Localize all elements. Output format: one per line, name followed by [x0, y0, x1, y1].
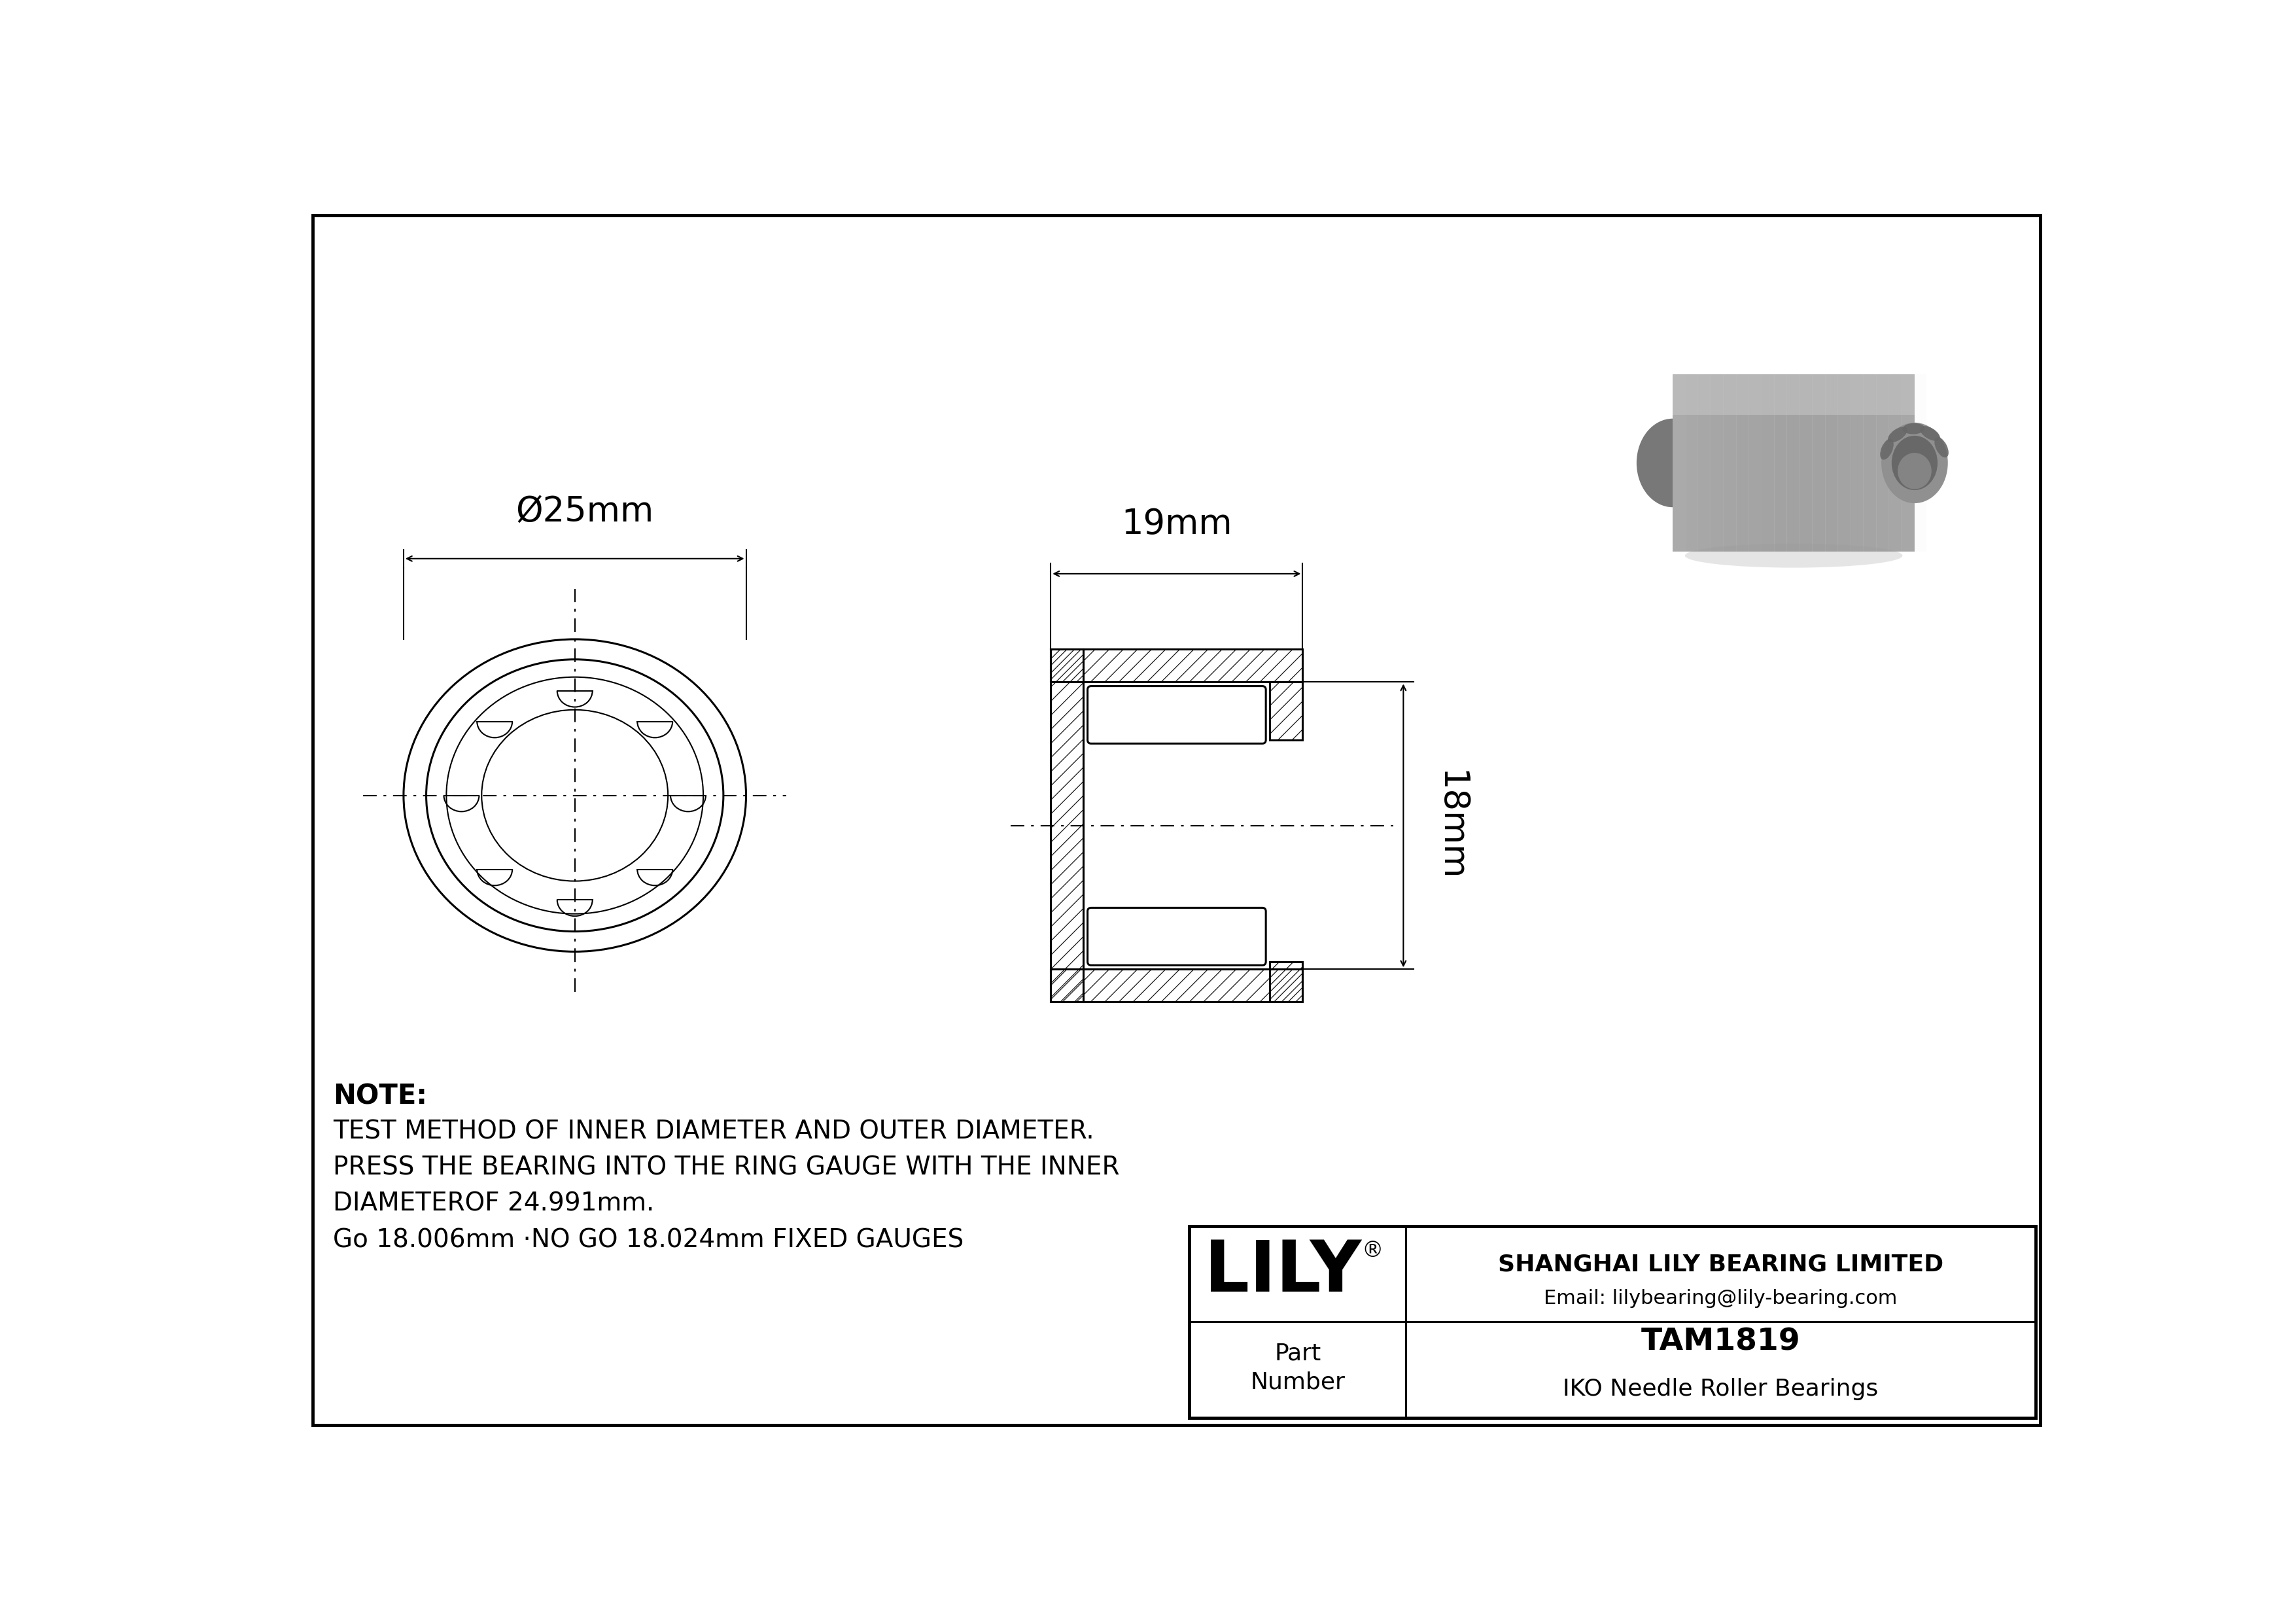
Ellipse shape — [1880, 422, 1947, 503]
Bar — [1839, 374, 1851, 552]
Ellipse shape — [1880, 438, 1894, 460]
Text: Ø25mm: Ø25mm — [517, 494, 654, 528]
Ellipse shape — [1637, 419, 1708, 507]
Ellipse shape — [1887, 427, 1908, 442]
Bar — [1685, 374, 1697, 552]
Bar — [1270, 961, 1302, 1002]
Text: Part
Number: Part Number — [1251, 1341, 1345, 1393]
Bar — [1674, 374, 1915, 552]
Bar — [1901, 374, 1915, 552]
Text: 19mm: 19mm — [1120, 507, 1233, 541]
Bar — [1750, 374, 1761, 552]
Bar — [1915, 374, 1926, 552]
Text: PRESS THE BEARING INTO THE RING GAUGE WITH THE INNER: PRESS THE BEARING INTO THE RING GAUGE WI… — [333, 1155, 1120, 1181]
Text: IKO Needle Roller Bearings: IKO Needle Roller Bearings — [1564, 1377, 1878, 1400]
Ellipse shape — [1919, 425, 1940, 440]
Bar — [1825, 374, 1837, 552]
Text: TEST METHOD OF INNER DIAMETER AND OUTER DIAMETER.: TEST METHOD OF INNER DIAMETER AND OUTER … — [333, 1119, 1095, 1143]
Bar — [1775, 374, 1786, 552]
Bar — [1761, 374, 1775, 552]
Text: LILY: LILY — [1203, 1237, 1362, 1307]
Bar — [1052, 650, 1084, 1002]
Ellipse shape — [1899, 453, 1931, 489]
FancyBboxPatch shape — [1088, 685, 1265, 744]
Bar — [1711, 374, 1722, 552]
Bar — [1800, 374, 1812, 552]
Bar — [1189, 1226, 2037, 1418]
Text: DIAMETEROF 24.991mm.: DIAMETEROF 24.991mm. — [333, 1192, 654, 1216]
Text: NOTE:: NOTE: — [333, 1083, 427, 1111]
Text: Email: lilybearing@lily-bearing.com: Email: lilybearing@lily-bearing.com — [1543, 1289, 1896, 1309]
Bar — [1876, 374, 1890, 552]
Bar — [1736, 374, 1750, 552]
Bar — [1851, 374, 1862, 552]
Bar — [1814, 374, 1825, 552]
Text: TAM1819: TAM1819 — [1642, 1327, 1800, 1356]
Bar — [1674, 374, 1685, 552]
Text: 18mm: 18mm — [1433, 770, 1467, 882]
Bar — [1890, 374, 1901, 552]
Bar — [1052, 970, 1302, 1002]
FancyBboxPatch shape — [1088, 908, 1265, 965]
Bar — [1864, 374, 1876, 552]
Ellipse shape — [1936, 437, 1949, 458]
Ellipse shape — [1903, 424, 1924, 434]
Text: Go 18.006mm ·NO GO 18.024mm FIXED GAUGES: Go 18.006mm ·NO GO 18.024mm FIXED GAUGES — [333, 1228, 964, 1252]
Bar — [1699, 374, 1711, 552]
Bar — [1724, 374, 1736, 552]
Bar — [1786, 374, 1800, 552]
Text: ®: ® — [1362, 1241, 1382, 1262]
Bar — [1674, 374, 1915, 414]
Ellipse shape — [1892, 435, 1938, 490]
Text: SHANGHAI LILY BEARING LIMITED: SHANGHAI LILY BEARING LIMITED — [1497, 1254, 1942, 1275]
Bar — [1052, 650, 1302, 682]
Ellipse shape — [1685, 544, 1903, 568]
Bar — [1270, 682, 1302, 741]
